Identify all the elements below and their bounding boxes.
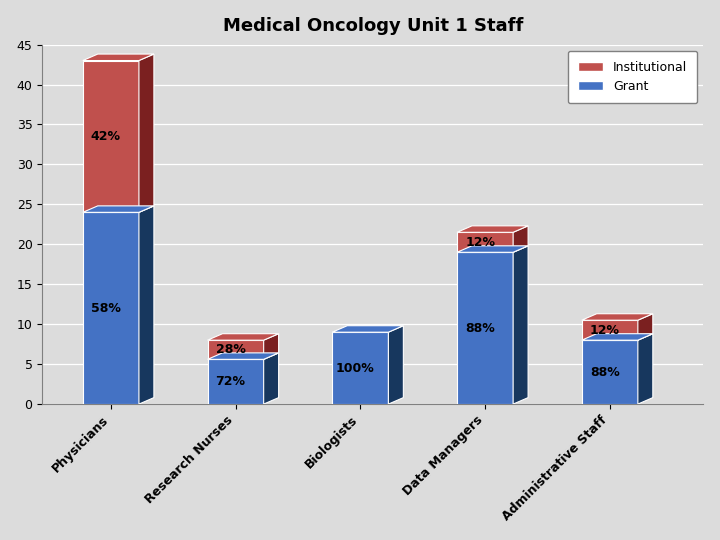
Polygon shape: [139, 206, 154, 404]
Polygon shape: [638, 314, 653, 340]
Polygon shape: [513, 246, 528, 404]
Text: 72%: 72%: [215, 375, 246, 388]
Text: 88%: 88%: [590, 366, 620, 379]
Text: 28%: 28%: [216, 343, 246, 356]
Title: Medical Oncology Unit 1 Staff: Medical Oncology Unit 1 Staff: [222, 17, 523, 35]
Polygon shape: [83, 206, 154, 212]
Polygon shape: [139, 54, 154, 212]
Legend: Institutional, Grant: Institutional, Grant: [568, 51, 697, 103]
Polygon shape: [83, 54, 154, 60]
Polygon shape: [207, 359, 264, 404]
Polygon shape: [332, 332, 388, 404]
Polygon shape: [582, 314, 653, 320]
Polygon shape: [388, 326, 403, 404]
Polygon shape: [207, 334, 279, 340]
Polygon shape: [582, 340, 638, 404]
Polygon shape: [264, 334, 279, 359]
Text: 42%: 42%: [91, 130, 121, 143]
Polygon shape: [207, 340, 264, 359]
Polygon shape: [638, 334, 653, 404]
Polygon shape: [83, 60, 139, 212]
Polygon shape: [264, 353, 279, 404]
Text: 58%: 58%: [91, 302, 121, 315]
Polygon shape: [457, 226, 528, 232]
Polygon shape: [83, 212, 139, 404]
Text: 100%: 100%: [336, 362, 374, 375]
Polygon shape: [457, 252, 513, 404]
Polygon shape: [457, 232, 513, 252]
Text: 12%: 12%: [590, 323, 620, 337]
Text: 12%: 12%: [465, 236, 495, 249]
Text: 88%: 88%: [465, 322, 495, 335]
Polygon shape: [207, 353, 279, 359]
Polygon shape: [332, 326, 403, 332]
Polygon shape: [582, 320, 638, 340]
Polygon shape: [513, 226, 528, 252]
Polygon shape: [457, 246, 528, 252]
Polygon shape: [582, 334, 653, 340]
